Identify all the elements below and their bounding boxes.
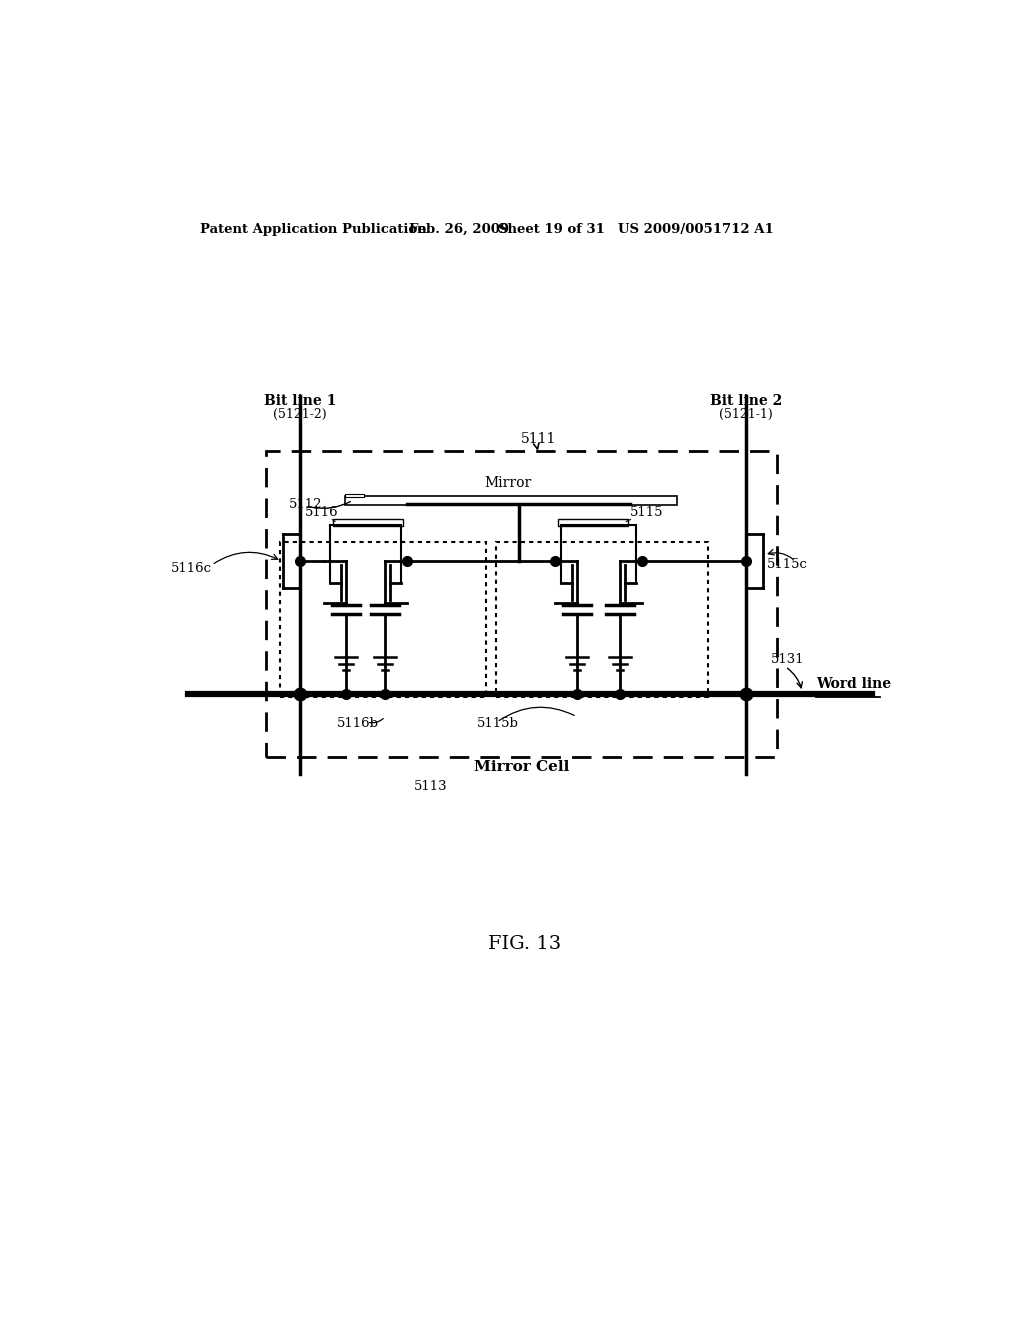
Text: 5112: 5112 [289,498,322,511]
Text: Word line: Word line [816,677,891,692]
Bar [334,519,403,527]
Text: US 2009/0051712 A1: US 2009/0051712 A1 [617,223,773,236]
Bar [345,494,365,498]
Text: 5113: 5113 [414,780,447,793]
Text: Mirror: Mirror [484,477,531,490]
Text: 5131: 5131 [771,653,805,665]
Text: (5121-2): (5121-2) [273,408,327,421]
Bar [558,519,628,527]
Text: Mirror Cell: Mirror Cell [474,759,569,774]
Bar [496,543,708,697]
Text: 5116b: 5116b [337,717,379,730]
Text: 5116: 5116 [305,507,338,520]
Text: Feb. 26, 2009: Feb. 26, 2009 [410,223,510,236]
Text: 5115: 5115 [630,507,664,520]
Text: Sheet 19 of 31: Sheet 19 of 31 [499,223,605,236]
Text: FIG. 13: FIG. 13 [488,935,561,953]
Text: (5121-1): (5121-1) [719,408,772,421]
Bar [345,496,677,506]
Bar [266,451,777,758]
Text: 5111: 5111 [521,433,556,446]
Bar [280,543,486,697]
Text: Bit line 1: Bit line 1 [264,393,336,408]
Text: Patent Application Publication: Patent Application Publication [200,223,427,236]
Text: 5116c: 5116c [171,562,212,576]
Text: 5115b: 5115b [477,717,518,730]
Text: Bit line 2: Bit line 2 [710,393,781,408]
Text: 5115c: 5115c [767,558,808,572]
